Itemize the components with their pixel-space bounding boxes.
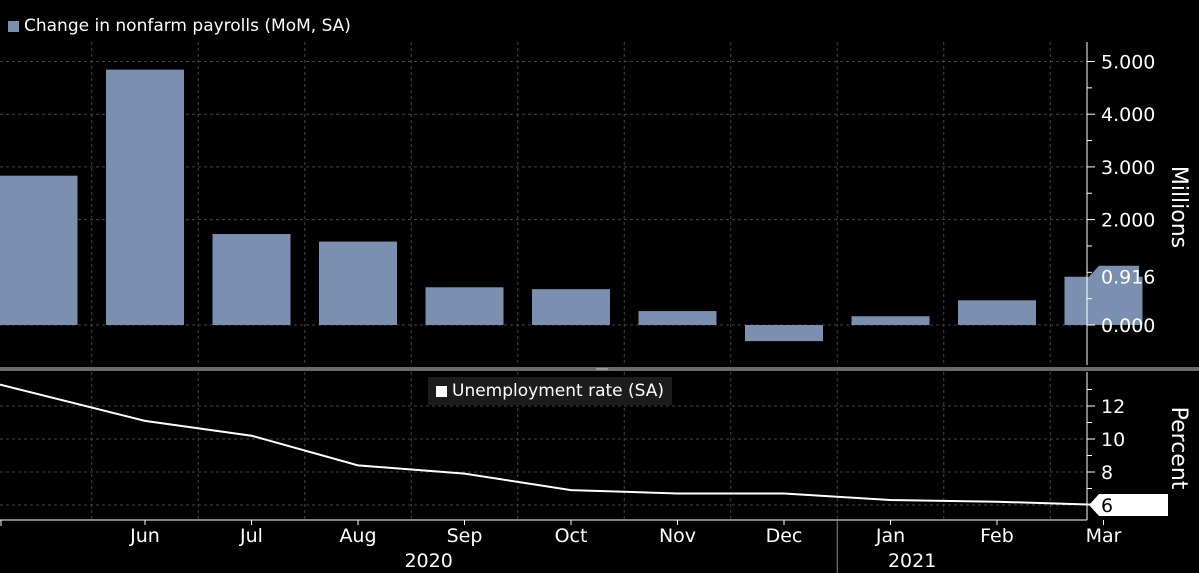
x-tick-label-month: Aug — [339, 525, 376, 547]
payrolls-bar — [532, 289, 610, 325]
unemployment-last-value-marker — [1089, 494, 1168, 516]
y-tick-label-top: 2.000 — [1101, 210, 1155, 232]
x-tick-label-month: Mar — [1086, 525, 1122, 547]
payrolls-legend-swatch — [8, 20, 19, 32]
x-year-label: 2021 — [888, 550, 936, 572]
payrolls-bar — [212, 234, 291, 325]
payrolls-bar — [638, 311, 717, 325]
x-tick-label-month: Jul — [239, 525, 263, 547]
payrolls-last-value-label: 0.916 — [1101, 267, 1155, 289]
payrolls-bar — [851, 316, 930, 325]
unemployment-legend: Unemployment rate (SA) — [428, 377, 673, 405]
unemployment-legend-swatch — [436, 385, 447, 397]
payrolls-bar — [745, 325, 823, 342]
panel-resize-handle — [596, 368, 608, 370]
payrolls-legend: Change in nonfarm payrolls (MoM, SA) — [8, 16, 351, 36]
unemployment-legend-label: Unemployment rate (SA) — [452, 381, 665, 401]
y-axis-title-top: Millions — [1166, 166, 1191, 248]
payrolls-bar — [958, 300, 1036, 325]
x-tick-label-month: Jan — [875, 525, 905, 547]
payrolls-legend-label: Change in nonfarm payrolls (MoM, SA) — [24, 16, 351, 36]
payrolls-bar — [0, 175, 78, 325]
x-year-label: 2020 — [404, 550, 452, 572]
y-tick-label-bottom: 10 — [1101, 429, 1125, 451]
y-tick-label-bottom: 8 — [1101, 462, 1113, 484]
y-tick-label-top: 5.000 — [1101, 52, 1155, 74]
y-tick-label-bottom: 12 — [1101, 396, 1125, 418]
unemployment-last-value-label: 6 — [1101, 495, 1113, 517]
y-axis-title-bottom: Percent — [1166, 407, 1191, 490]
unemployment-line — [0, 383, 1104, 506]
payrolls-bar — [106, 69, 184, 325]
y-tick-label-top: 0.000 — [1101, 315, 1155, 337]
x-tick-label-month: Feb — [980, 525, 1014, 547]
x-tick-label-month: Dec — [766, 525, 803, 547]
x-tick-label-month: Jun — [129, 525, 160, 547]
x-tick-label-month: Sep — [447, 525, 483, 547]
payrolls-bar — [319, 241, 397, 325]
y-tick-label-top: 3.000 — [1101, 157, 1155, 179]
x-tick-label-month: Oct — [555, 525, 588, 547]
y-tick-label-top: 4.000 — [1101, 104, 1155, 126]
payrolls-bar — [425, 287, 504, 325]
payrolls-last-value-marker — [1089, 265, 1139, 288]
x-tick-label-month: Nov — [659, 525, 696, 547]
